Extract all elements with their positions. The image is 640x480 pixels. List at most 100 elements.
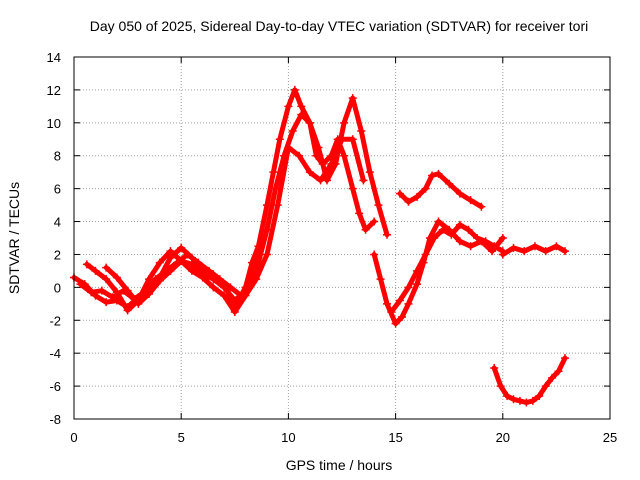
data-point: [348, 135, 357, 144]
data-point: [370, 250, 379, 259]
data-point: [187, 260, 196, 269]
data-point: [76, 280, 85, 289]
data-point: [383, 299, 392, 308]
data-point: [376, 275, 385, 284]
data-point: [297, 110, 306, 119]
data-point: [97, 286, 106, 295]
data-point: [262, 225, 271, 234]
data-point: [421, 184, 430, 193]
data-point: [466, 242, 475, 251]
series-arc-8: [498, 242, 569, 259]
data-point: [391, 319, 400, 328]
x-tick-label: 5: [178, 430, 185, 445]
series-arc-3: [82, 135, 368, 317]
y-tick-label: -4: [49, 346, 61, 361]
data-point: [220, 291, 229, 300]
data-point: [383, 230, 392, 239]
data-point: [398, 312, 407, 321]
data-point: [198, 270, 207, 279]
data-point: [340, 118, 349, 127]
data-point: [434, 169, 443, 178]
data-point: [548, 373, 557, 382]
data-point: [404, 197, 413, 206]
y-tick-label: 0: [54, 280, 61, 295]
data-point: [455, 189, 464, 198]
data-point: [488, 247, 497, 256]
data-point: [528, 396, 537, 405]
data-point: [348, 94, 357, 103]
data-point: [271, 184, 280, 193]
data-point: [395, 189, 404, 198]
data-point: [503, 391, 512, 400]
data-point: [541, 382, 550, 391]
y-tick-label: 12: [47, 83, 61, 98]
grid-lines: [74, 57, 610, 419]
y-tick-label: 6: [54, 182, 61, 197]
data-point: [365, 168, 374, 177]
data-point: [496, 382, 505, 391]
series-arc-4: [102, 253, 263, 308]
data-point: [490, 242, 499, 251]
data-point: [102, 275, 111, 284]
data-point: [490, 363, 499, 372]
data-point: [473, 234, 482, 242]
data-point: [155, 276, 164, 285]
data-point: [428, 171, 437, 180]
x-tick-label: 15: [388, 430, 402, 445]
series-trace: [103, 255, 261, 307]
data-point: [194, 258, 203, 267]
data-point: [305, 168, 314, 177]
data-point: [87, 288, 96, 297]
data-point: [112, 288, 121, 297]
data-point: [404, 283, 413, 292]
data-point: [455, 237, 464, 246]
data-point: [284, 143, 293, 152]
data-point: [209, 283, 218, 292]
data-point: [395, 296, 404, 305]
data-point: [166, 247, 175, 256]
data-point: [205, 266, 214, 275]
data-point: [340, 151, 349, 160]
data-point: [466, 196, 475, 205]
y-tick-label: 14: [47, 50, 61, 65]
data-point: [269, 168, 278, 177]
data-point: [123, 306, 132, 315]
data-point: [108, 293, 117, 302]
data-point: [183, 250, 192, 259]
data-point: [520, 247, 529, 256]
data-point: [273, 201, 282, 210]
x-tick-label: 0: [70, 430, 77, 445]
data-point: [370, 217, 379, 226]
data-point: [155, 258, 164, 267]
data-point: [413, 266, 422, 275]
data-point: [123, 286, 132, 295]
data-point: [112, 273, 121, 282]
data-point: [355, 209, 364, 218]
y-tick-label: 4: [54, 215, 61, 230]
data-point: [374, 201, 383, 210]
data-point: [509, 395, 518, 404]
data-point: [134, 299, 143, 308]
chart-title: Day 050 of 2025, Sidereal Day-to-day VTE…: [90, 18, 589, 34]
data-point: [262, 250, 271, 259]
data-point: [145, 275, 154, 284]
data-point: [305, 118, 314, 127]
data-point: [498, 250, 507, 259]
series-arc-7: [395, 169, 486, 211]
data-point: [177, 257, 186, 266]
data-point: [560, 354, 569, 363]
data-point: [102, 263, 111, 272]
series-arc-2: [76, 94, 392, 303]
data-point: [541, 247, 550, 256]
data-point: [481, 237, 490, 246]
data-point: [230, 296, 239, 305]
data-point: [447, 230, 456, 239]
data-point: [438, 225, 447, 234]
data-point: [560, 247, 569, 256]
data-point: [509, 243, 518, 252]
y-tick-label: 8: [54, 149, 61, 164]
data-point: [434, 217, 443, 226]
data-point: [314, 143, 323, 152]
series-arc-9: [490, 354, 569, 407]
data-point: [348, 184, 357, 193]
